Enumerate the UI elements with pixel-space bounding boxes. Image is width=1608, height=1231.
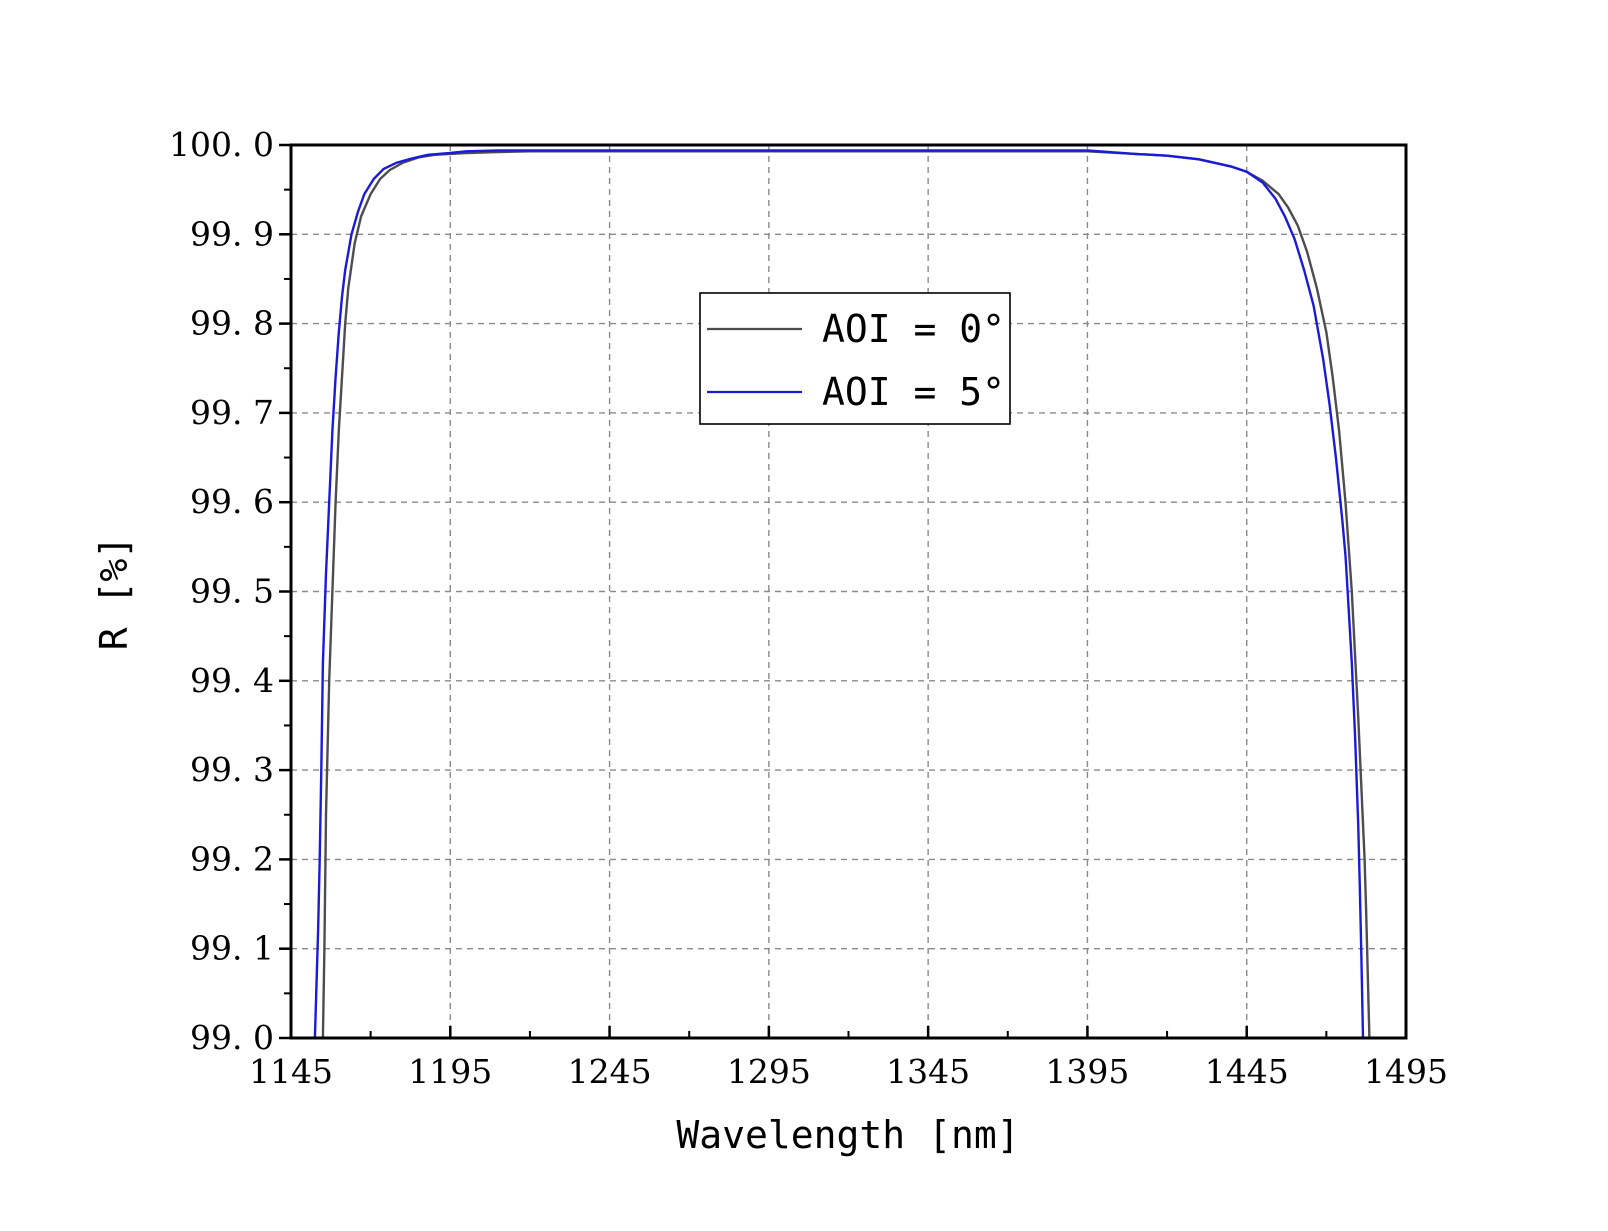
y-tick-label: 99. 0 xyxy=(190,1018,274,1057)
y-tick-label: 99. 2 xyxy=(190,839,274,878)
x-tick-label: 1445 xyxy=(1205,1052,1289,1091)
y-tick-label: 100. 0 xyxy=(169,125,274,164)
y-axis-title: R [%] xyxy=(92,536,136,650)
y-tick-label: 99. 8 xyxy=(190,304,274,343)
y-tick-label: 99. 3 xyxy=(190,750,274,789)
legend-label-aoi-5: AOI = 5° xyxy=(822,370,1005,414)
x-tick-label: 1195 xyxy=(408,1052,492,1091)
x-tick-label: 1395 xyxy=(1045,1052,1129,1091)
grid-lines xyxy=(291,145,1406,1038)
x-tick-label: 1145 xyxy=(249,1052,333,1091)
x-tick-label: 1295 xyxy=(727,1052,811,1091)
series-layer xyxy=(313,149,1371,1039)
y-tick-label: 99. 9 xyxy=(190,214,274,253)
axis-ticks xyxy=(279,143,1408,1040)
y-tick-label: 99. 7 xyxy=(190,393,274,432)
y-tick-label: 99. 5 xyxy=(190,572,274,611)
tick-labels: 1145 1195 1245 1295 1345 1395 1445 1495 99. 0 99.… xyxy=(169,125,1448,1091)
legend-label-aoi-0: AOI = 0° xyxy=(822,307,1005,351)
x-axis-title: Wavelength [nm] xyxy=(676,1113,1019,1157)
legend-box xyxy=(699,292,1011,425)
x-tick-label: 1345 xyxy=(886,1052,970,1091)
x-tick-label: 1495 xyxy=(1364,1052,1448,1091)
legend: AOI = 0° AOI = 5° xyxy=(699,292,1011,425)
x-tick-label: 1245 xyxy=(568,1052,652,1091)
series-line-aoi-5 xyxy=(313,149,1365,1039)
y-tick-label: 99. 1 xyxy=(190,929,274,968)
series-line-aoi-0 xyxy=(321,150,1371,1039)
y-tick-label: 99. 6 xyxy=(190,482,274,521)
y-tick-label: 99. 4 xyxy=(190,661,274,700)
